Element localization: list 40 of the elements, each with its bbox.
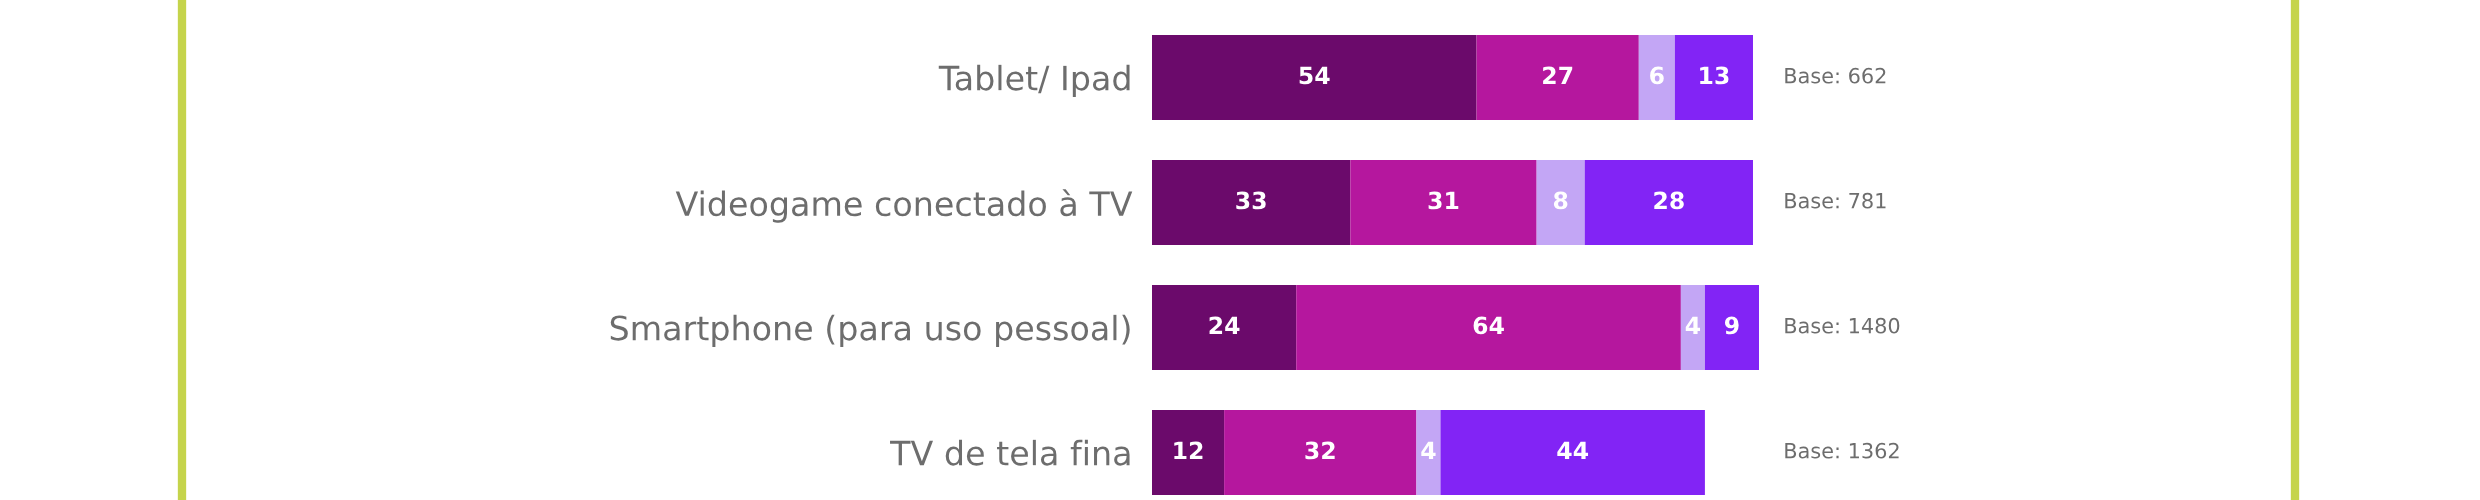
- bar: [1416, 410, 1441, 495]
- data-label: 24: [1209, 316, 1240, 335]
- bar: [1296, 285, 1681, 370]
- text: Base: 1362: [1785, 442, 1899, 459]
- bar: [1152, 410, 1225, 495]
- data-label: 31: [1428, 191, 1459, 210]
- text: Base: 1480: [1785, 317, 1900, 334]
- bar: [1152, 160, 1351, 245]
- bar: [1704, 285, 1759, 370]
- y-tick-label: TV de tela fina: [890, 439, 1130, 466]
- data-label: 27: [1543, 66, 1573, 85]
- bar: [1536, 160, 1585, 245]
- bar: [1638, 35, 1675, 120]
- bar: [1680, 285, 1705, 370]
- data-label: 6: [1650, 66, 1664, 85]
- data-label: 4: [1685, 316, 1701, 335]
- data-label: 33: [1236, 191, 1266, 210]
- y-tick-label: Smartphone (para uso pessoal): [610, 314, 1130, 348]
- data-label: 9: [1724, 316, 1739, 335]
- text: Base: 781: [1785, 192, 1886, 209]
- y-tick-label: Tablet/ Ipad: [938, 64, 1130, 98]
- y-tick-label: Videogame conectado à TV: [675, 189, 1133, 223]
- bar: [1584, 160, 1753, 245]
- bar: [1152, 285, 1297, 370]
- bar: [1152, 35, 1477, 120]
- data-label: 8: [1553, 191, 1568, 210]
- bar: [1476, 35, 1639, 120]
- bar: [1440, 410, 1705, 495]
- bar: [1224, 410, 1417, 495]
- data-label: 4: [1421, 441, 1436, 460]
- text: Base: 662: [1785, 67, 1886, 84]
- data-label: 64: [1473, 316, 1504, 335]
- bar: [1674, 35, 1753, 120]
- data-label: 13: [1700, 66, 1729, 85]
- data-label: 54: [1299, 66, 1330, 85]
- data-label: 44: [1557, 441, 1589, 460]
- data-label: 32: [1305, 441, 1335, 460]
- data-label: 12: [1174, 441, 1203, 460]
- bar: [1350, 160, 1537, 245]
- data-label: 28: [1654, 191, 1684, 210]
